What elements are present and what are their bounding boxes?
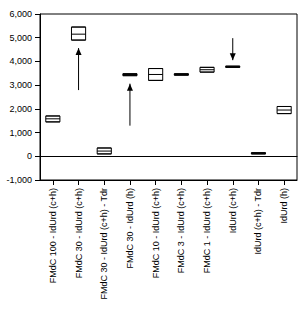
svg-text:FMdC 1 - IdUrd (c+h): FMdC 1 - IdUrd (c+h) — [202, 188, 212, 273]
svg-text:4,000: 4,000 — [9, 56, 32, 66]
svg-text:3,000: 3,000 — [9, 80, 32, 90]
svg-text:FMdC 30 - IdUrd (c+h): FMdC 30 - IdUrd (c+h) — [74, 188, 84, 278]
svg-text:2,000: 2,000 — [9, 104, 32, 114]
svg-text:-1,000: -1,000 — [6, 175, 32, 185]
svg-text:1,000: 1,000 — [9, 128, 32, 138]
svg-text:0: 0 — [27, 151, 32, 161]
svg-text:FMdC 30 - IdUrd (h): FMdC 30 - IdUrd (h) — [125, 188, 135, 269]
svg-text:6,000: 6,000 — [9, 9, 32, 19]
svg-text:IdUrd (h): IdUrd (h) — [279, 188, 289, 224]
svg-text:IdUrd (c+h) - Tdr: IdUrd (c+h) - Tdr — [253, 188, 263, 255]
svg-text:FMdC 30 - IdUrd (c+h) - Tdr: FMdC 30 - IdUrd (c+h) - Tdr — [99, 188, 109, 300]
svg-text:FMdC 100 - IdUrd (c+h): FMdC 100 - IdUrd (c+h) — [48, 188, 58, 283]
svg-text:FMdC 3 - IdUrd (c+h): FMdC 3 - IdUrd (c+h) — [176, 188, 186, 273]
svg-text:FMdC 10 - IdUrd (c+h): FMdC 10 - IdUrd (c+h) — [151, 188, 161, 278]
svg-text:IdUrd (c+h): IdUrd (c+h) — [228, 188, 238, 233]
svg-text:5,000: 5,000 — [9, 33, 32, 43]
